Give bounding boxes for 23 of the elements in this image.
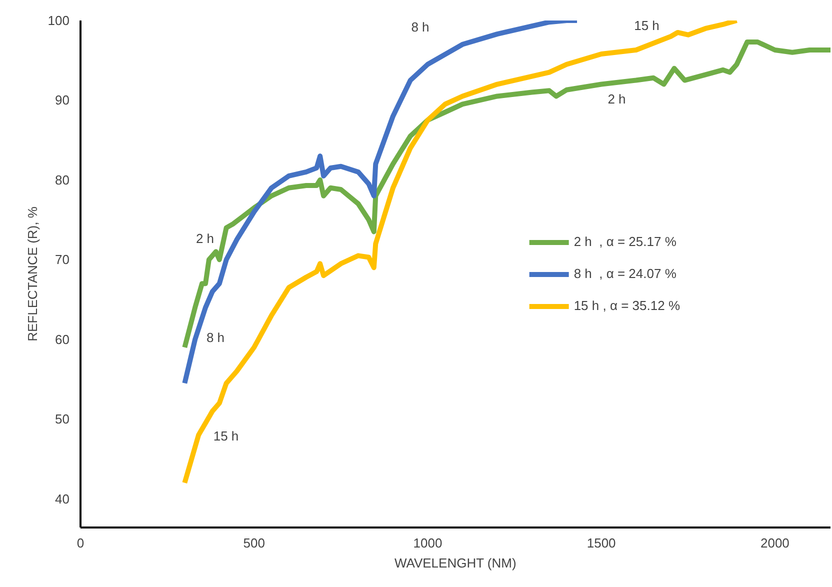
x-tick-label: 1000 — [413, 536, 442, 550]
y-tick-label: 50 — [55, 412, 70, 427]
annotation: 8 h — [206, 330, 225, 345]
x-tick-label: 2000 — [760, 536, 790, 550]
y-tick-label: 90 — [55, 92, 70, 108]
annotation: 2 h — [196, 231, 214, 246]
annotation: 15 h — [634, 18, 660, 34]
x-tick-label: 500 — [243, 536, 265, 550]
y-tick-label: 40 — [55, 491, 70, 506]
legend-label: 2 h , α = 25.17 % — [574, 234, 676, 249]
x-tick-label: 1500 — [586, 536, 616, 550]
x-tick-label: 0 — [76, 536, 84, 550]
x-axis-title: WAVELENGHT (NM) — [394, 556, 516, 570]
annotation: 8 h — [411, 20, 430, 35]
y-tick-label: 60 — [55, 332, 70, 347]
y-tick-label: 100 — [48, 13, 70, 28]
y-axis-title: REFLECTANCE (R), % — [24, 206, 40, 342]
y-tick-label: 70 — [55, 252, 70, 268]
legend-label: 15 h , α = 35.12 % — [574, 298, 680, 313]
y-tick-label: 80 — [55, 172, 70, 188]
legend-label: 8 h , α = 24.07 % — [574, 266, 676, 281]
annotation: 15 h — [213, 428, 239, 444]
annotation: 2 h — [608, 92, 626, 107]
